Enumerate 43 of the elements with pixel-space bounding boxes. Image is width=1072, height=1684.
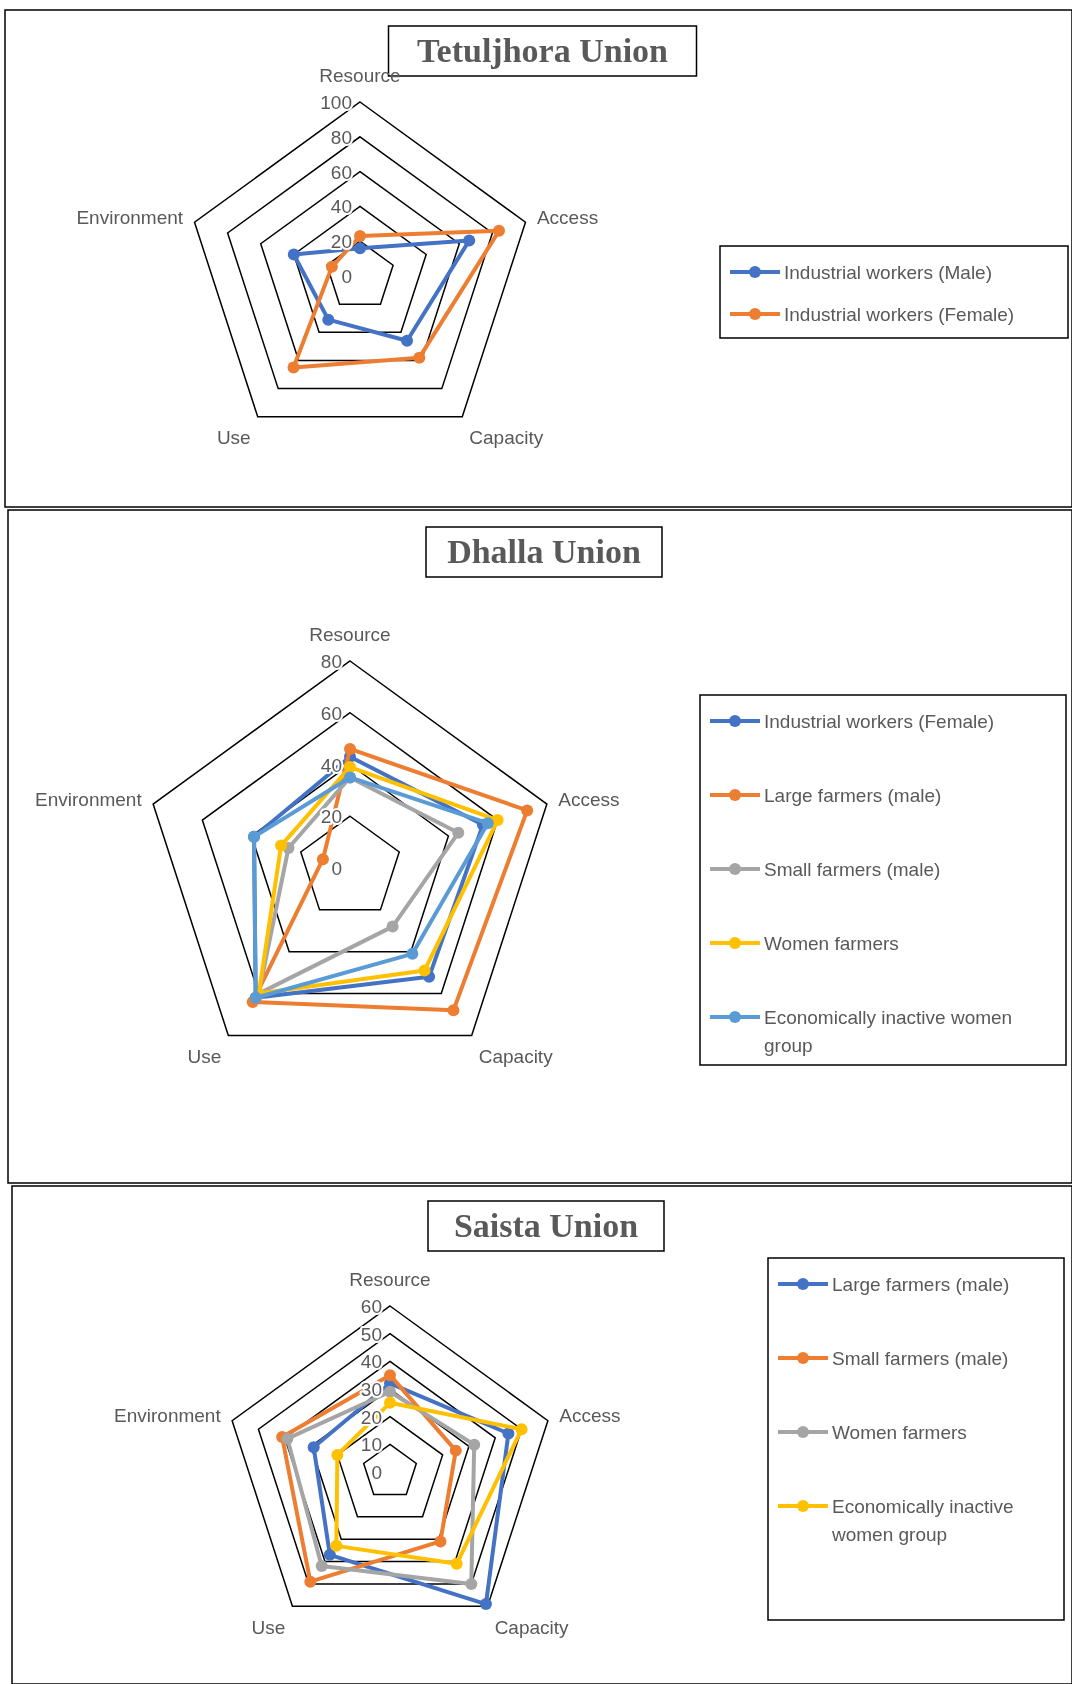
spoke-label: Resource (349, 1269, 431, 1290)
legend-label: Small farmers (male) (764, 859, 941, 880)
y-tick-label: 100 (320, 92, 352, 113)
legend-label: Industrial workers (Female) (764, 711, 995, 732)
legend-label: Women farmers (764, 933, 899, 954)
legend-label: Industrial workers (Female) (784, 304, 1015, 325)
legend-label: Women farmers (832, 1422, 967, 1443)
y-tick-label: 20 (330, 231, 352, 253)
spoke-label: Capacity (478, 1045, 554, 1067)
spoke-label: Resource (319, 65, 401, 86)
spoke-label: Access (536, 206, 599, 228)
spoke-label: Environment (76, 206, 184, 228)
y-tick-label: 40 (360, 1351, 382, 1373)
spoke-label: Resource (309, 624, 391, 645)
spoke-label: Environment (35, 788, 143, 810)
y-tick-label: 60 (330, 161, 352, 183)
legend-label: Large farmers (male) (764, 785, 942, 806)
spoke-label: Capacity (469, 427, 544, 449)
spoke-label: Use (216, 427, 251, 449)
legend-label: Small farmers (male) (832, 1348, 1009, 1369)
y-tick-label: 0 (341, 266, 352, 287)
spoke-label: Capacity (494, 1616, 570, 1638)
legend-label: Large farmers (male) (832, 1274, 1010, 1295)
spoke-label: Access (559, 1405, 621, 1427)
legend-label: Economically inactive women group (831, 1496, 1014, 1545)
spoke-label: Environment (114, 1405, 222, 1427)
y-tick-label: 80 (320, 651, 342, 672)
y-tick-label: 50 (360, 1323, 382, 1345)
y-tick-label: 0 (331, 858, 342, 879)
chart-title: Saista Union (453, 1207, 639, 1244)
legend-label: Industrial workers (Male) (784, 262, 992, 283)
y-tick-label: 0 (371, 1462, 382, 1483)
y-tick-label: 80 (330, 126, 352, 148)
legend-label: Economically inactive women group (764, 1007, 1013, 1056)
chart-title: Dhalla Union (447, 533, 641, 570)
y-tick-label: 10 (360, 1434, 382, 1456)
y-tick-label: 40 (330, 196, 352, 218)
spoke-label: Access (558, 788, 620, 810)
spoke-label: Use (251, 1616, 286, 1638)
chart-title: Tetuljhora Union (417, 32, 669, 69)
y-tick-label: 60 (360, 1296, 382, 1317)
y-tick-label: 60 (320, 702, 342, 724)
spoke-label: Use (187, 1045, 222, 1067)
